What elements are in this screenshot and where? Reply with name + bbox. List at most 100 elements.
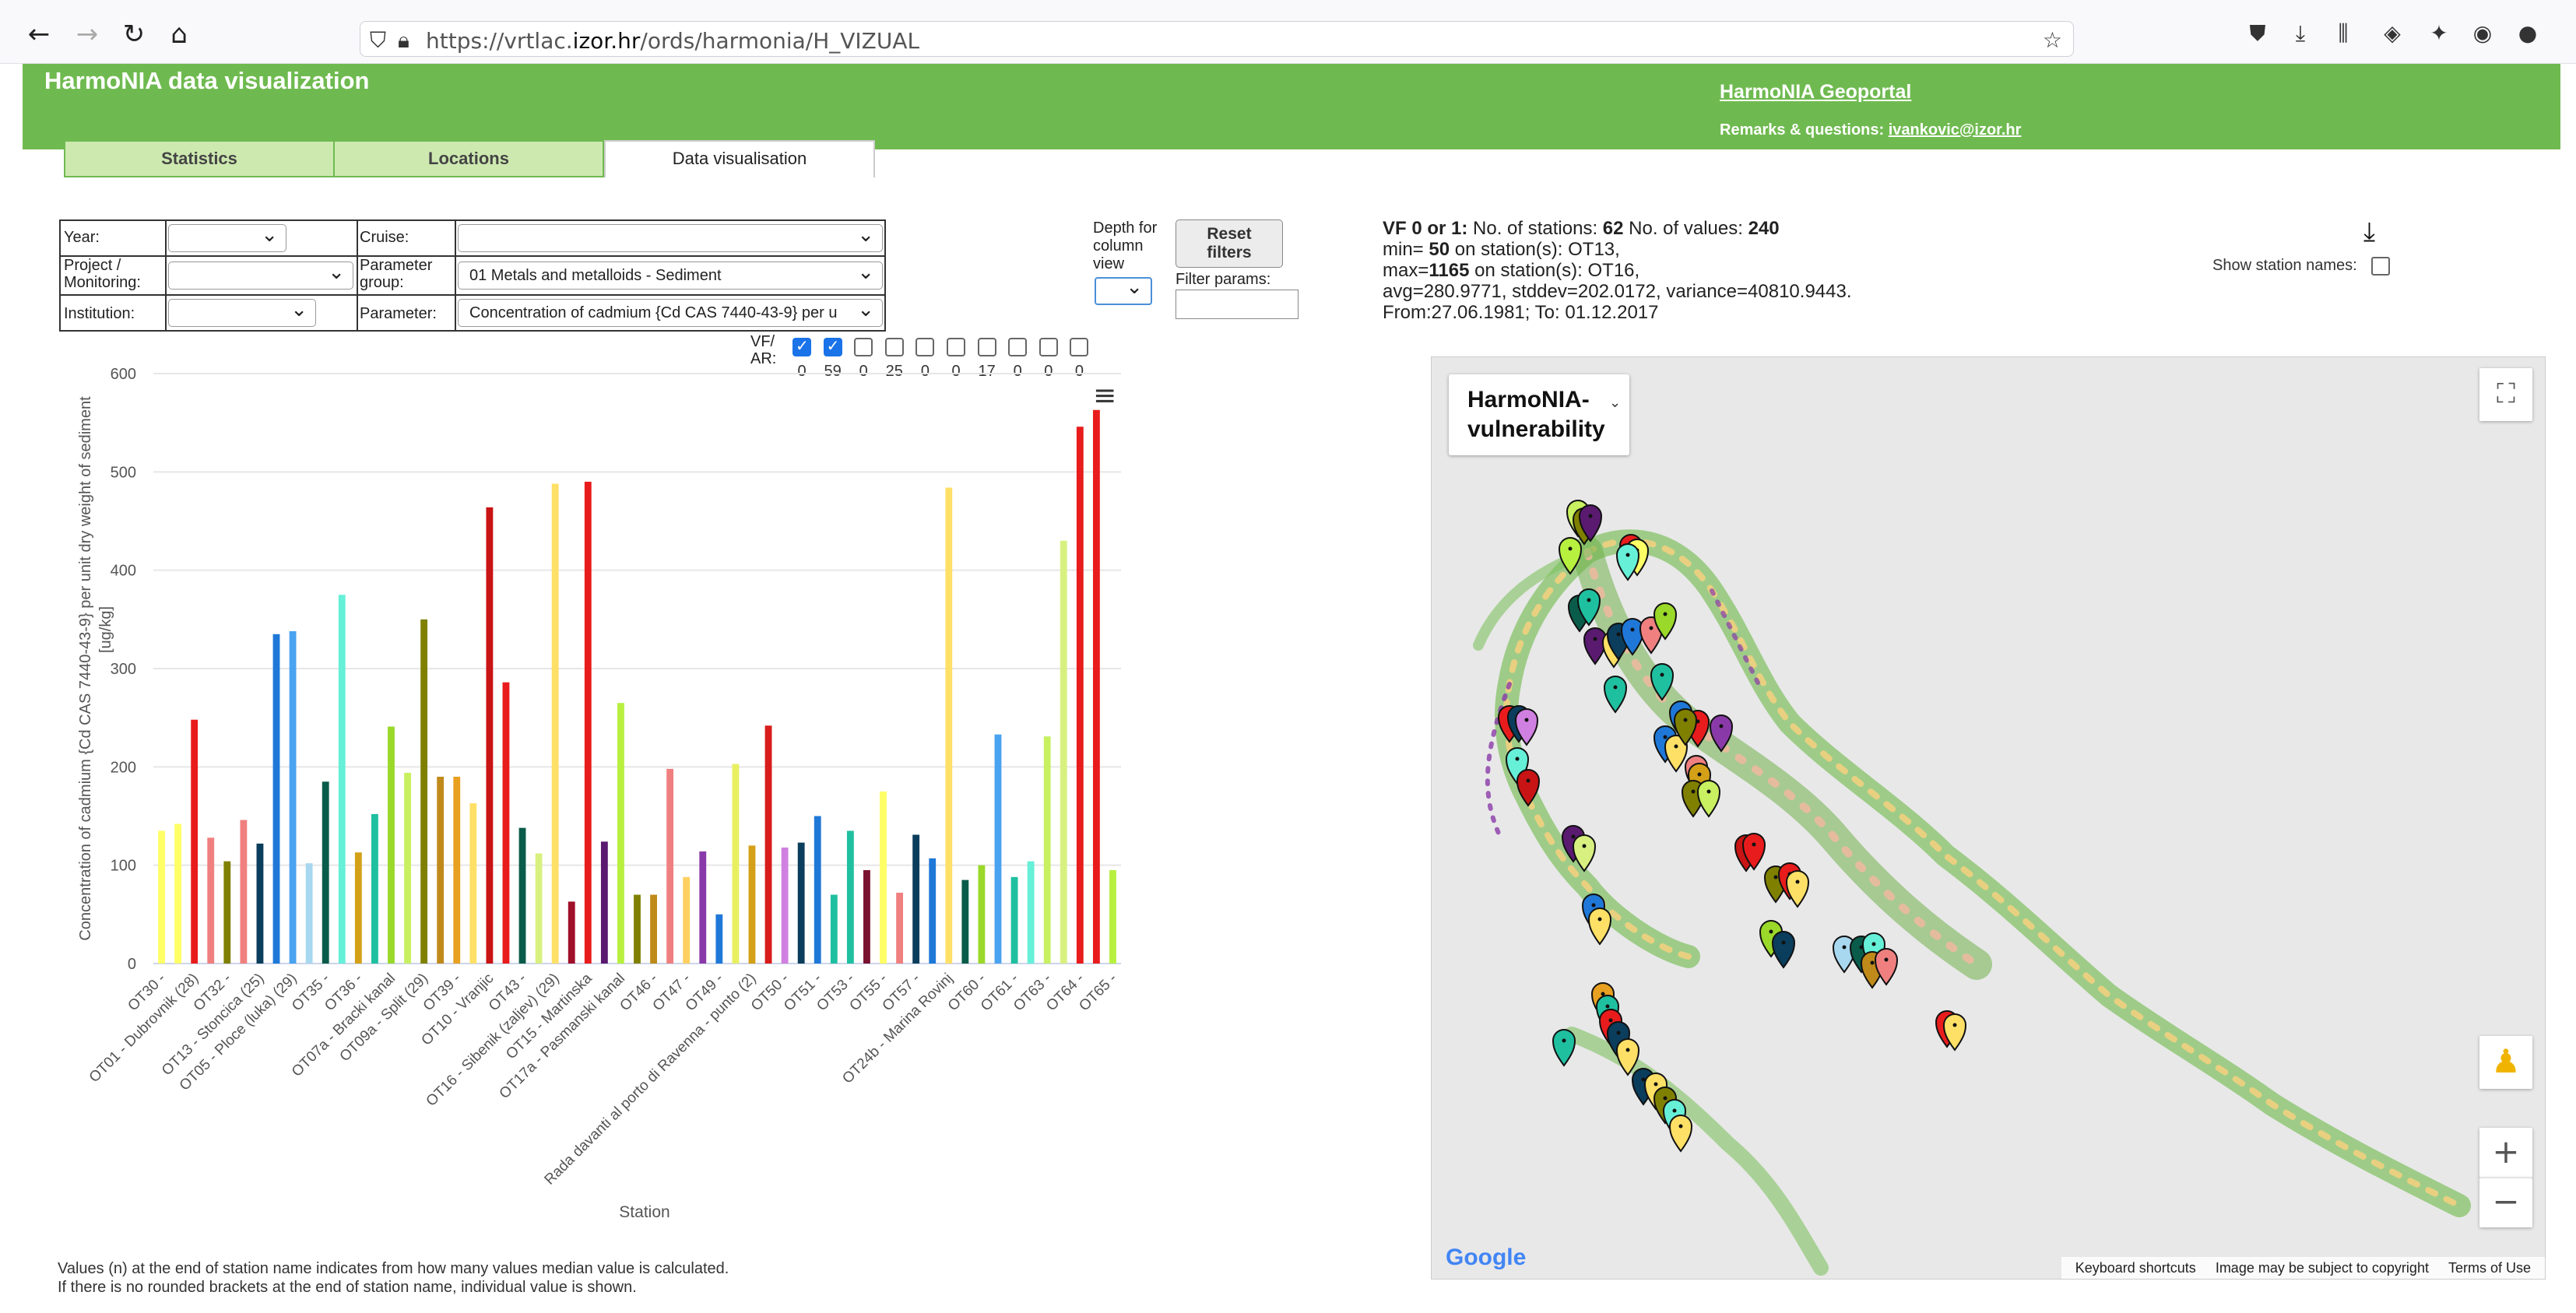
station-marker[interactable] [1516, 769, 1541, 807]
bookmark-star-icon[interactable]: ☆ [2042, 27, 2062, 53]
station-marker-dot [1601, 992, 1605, 996]
station-marker[interactable] [1785, 870, 1810, 908]
download-data-icon[interactable]: ⤓ [2363, 216, 2376, 248]
download-icon[interactable]: ⤓ [2295, 20, 2306, 46]
vfar-count: 0 [951, 363, 961, 380]
email-link[interactable]: ivankovic@izor.hr [1888, 121, 2022, 139]
parameter-select[interactable]: Concentration of cadmium {Cd CAS 7440-43… [458, 299, 883, 327]
y-tick-label: 600 [111, 366, 136, 383]
bar [453, 776, 461, 964]
station-marker-dot [1526, 778, 1530, 783]
tab-statistics[interactable]: Statistics [64, 140, 335, 177]
zoom-out-icon[interactable]: − [2479, 1178, 2532, 1227]
account-icon[interactable]: ● [2518, 20, 2538, 46]
vfar-checkbox[interactable] [1008, 338, 1028, 356]
institution-select[interactable] [168, 299, 316, 327]
vfar-checkbox[interactable] [854, 338, 873, 356]
station-marker[interactable] [1615, 1038, 1640, 1076]
station-marker[interactable] [1552, 1029, 1576, 1067]
google-logo: Google [1446, 1245, 1527, 1270]
bar [600, 841, 608, 964]
vfar-checkbox[interactable] [792, 336, 811, 356]
project-select[interactable] [168, 262, 353, 290]
depth-select[interactable] [1095, 276, 1152, 305]
station-marker[interactable] [1653, 602, 1678, 641]
forward-icon[interactable]: → [76, 19, 99, 50]
bar [748, 845, 756, 964]
vfar-checkbox[interactable] [915, 338, 935, 356]
station-marker-dot [1752, 842, 1756, 847]
layer-selector[interactable]: HarmoNIA-vulnerability [1449, 374, 1629, 455]
station-marker[interactable] [1741, 833, 1766, 871]
station-marker[interactable] [1696, 780, 1721, 818]
shield-icon[interactable]: ⛉ [370, 27, 387, 53]
bar [912, 834, 920, 964]
station-marker[interactable] [1771, 931, 1796, 969]
station-marker[interactable] [1514, 708, 1539, 746]
chart-menu-icon[interactable]: ≡ [1093, 380, 1117, 412]
vfar-checkbox[interactable] [823, 336, 842, 356]
vfar-checkbox[interactable] [947, 338, 965, 356]
tab-locations[interactable]: Locations [333, 140, 604, 177]
station-marker[interactable] [1709, 714, 1734, 753]
ublock-icon[interactable]: ◈ [2384, 20, 2401, 46]
zoom-in-icon[interactable]: + [2479, 1128, 2532, 1178]
tab-data-visualisation[interactable]: Data visualisation [604, 140, 875, 177]
station-marker[interactable] [1673, 708, 1698, 746]
bar [880, 791, 887, 964]
station-marker[interactable] [1668, 1115, 1693, 1153]
bar [1076, 427, 1084, 964]
station-marker[interactable] [1942, 1013, 1967, 1051]
back-icon[interactable]: ← [27, 19, 51, 50]
station-marker-dot [1674, 744, 1678, 749]
station-marker[interactable] [1576, 588, 1601, 627]
show-station-names-checkbox[interactable] [2371, 257, 2390, 276]
y-tick-label: 100 [111, 858, 136, 875]
x-tick-label: OT65 - [1076, 971, 1120, 1015]
terms-link[interactable]: Terms of Use [2448, 1260, 2531, 1276]
station-marker-dot [1706, 789, 1711, 794]
vfar-checkbox[interactable] [1070, 338, 1089, 356]
station-marker[interactable] [1587, 908, 1612, 946]
bar [568, 901, 575, 964]
library-icon[interactable]: ⫼ [2338, 20, 2349, 46]
keyboard-shortcuts-link[interactable]: Keyboard shortcuts [2075, 1260, 2196, 1276]
cookie-icon[interactable]: ◉ [2472, 20, 2493, 46]
map-footer: Keyboard shortcuts Image may be subject … [2061, 1257, 2545, 1279]
institution-label: Institution: [64, 305, 135, 322]
bar [650, 894, 657, 964]
extension-icon[interactable]: ✦ [2430, 20, 2448, 46]
pocket-icon[interactable]: ⛊ [2249, 20, 2266, 46]
url-bar[interactable]: ⛉ 🔒︎ https://vrtlac.izor.hr/ords/harmoni… [360, 21, 2074, 57]
station-marker-dot [1608, 1018, 1613, 1023]
station-marker[interactable] [1615, 543, 1640, 581]
vfar-checkbox[interactable] [884, 338, 904, 356]
cruise-select[interactable] [458, 224, 883, 252]
lock-icon[interactable]: 🔒︎ [398, 27, 409, 53]
reload-icon[interactable]: ↻ [122, 19, 146, 50]
fullscreen-icon[interactable]: ⛶ [2479, 368, 2532, 421]
reset-filters-button[interactable]: Reset filters [1176, 219, 1283, 268]
map-view[interactable]: HarmoNIA-vulnerability ⌄ ⛶ ♟ + − Google … [1431, 356, 2546, 1280]
station-marker-dot [1663, 735, 1668, 739]
station-marker[interactable] [1603, 676, 1628, 714]
bar [945, 487, 953, 964]
vfar-checkbox[interactable] [1038, 338, 1058, 356]
filter-params-input[interactable] [1176, 290, 1299, 319]
station-marker[interactable] [1874, 948, 1899, 986]
station-marker[interactable] [1578, 504, 1603, 542]
station-marker[interactable] [1664, 735, 1689, 773]
street-view-icon[interactable]: ♟ [2479, 1036, 2532, 1089]
year-select[interactable] [168, 224, 286, 252]
vfar-checkbox[interactable] [977, 338, 996, 356]
geoportal-link[interactable]: HarmoNIA Geoportal [1720, 81, 1912, 103]
station-marker[interactable] [1650, 663, 1675, 701]
home-icon[interactable]: ⌂ [170, 19, 188, 50]
bar [1043, 736, 1051, 964]
station-marker[interactable] [1572, 834, 1597, 872]
parameter-group-select[interactable]: 01 Metals and metalloids - Sediment [458, 262, 883, 290]
station-marker[interactable] [1558, 537, 1583, 575]
chevron-down-icon[interactable]: ⌄ [1609, 395, 1622, 410]
project-label: Project / Monitoring: [64, 257, 141, 291]
station-marker-dot [1597, 917, 1602, 922]
